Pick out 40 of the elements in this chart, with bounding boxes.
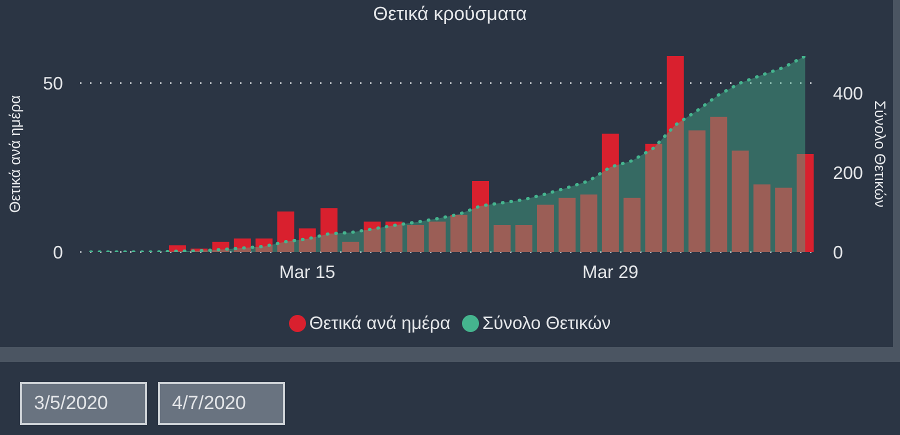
legend-label: Σύνολο Θετικών bbox=[482, 312, 611, 334]
y-axis-title: Θετικά ανά ημέρα bbox=[6, 94, 24, 213]
bar bbox=[256, 238, 273, 252]
bar bbox=[234, 238, 251, 252]
chart-title: Θετικά κρούσματα bbox=[373, 4, 527, 25]
bar bbox=[407, 224, 424, 252]
bar bbox=[450, 214, 468, 252]
bar bbox=[688, 130, 706, 252]
bar bbox=[298, 228, 316, 252]
x-tick-label: Mar 29 bbox=[582, 262, 638, 282]
bar bbox=[494, 224, 511, 252]
bar bbox=[753, 184, 770, 252]
bar bbox=[666, 56, 684, 252]
y2-tick-label: 200 bbox=[833, 163, 864, 184]
bar bbox=[385, 222, 402, 252]
y2-tick-label: 400 bbox=[833, 84, 864, 104]
bar bbox=[645, 144, 662, 252]
bar bbox=[515, 224, 532, 252]
x-tick-label: Mar 15 bbox=[279, 262, 336, 282]
legend-label: Θετικά ανά ημέρα bbox=[309, 312, 450, 334]
date-field: 3/5/2020 bbox=[20, 382, 147, 425]
bar bbox=[580, 194, 598, 252]
bar bbox=[796, 154, 814, 252]
y-tick-label: 50 bbox=[42, 73, 63, 94]
bar bbox=[536, 204, 554, 252]
bar bbox=[364, 222, 381, 252]
y2-axis-title: Σύνολο Θετικών bbox=[872, 100, 888, 208]
bar bbox=[710, 116, 728, 252]
bar bbox=[602, 134, 619, 252]
bar bbox=[428, 222, 446, 252]
bar bbox=[277, 211, 294, 252]
y2-tick-label: 0 bbox=[833, 242, 844, 262]
bar bbox=[472, 181, 490, 252]
bar bbox=[320, 208, 338, 252]
date-field: 4/7/2020 bbox=[158, 382, 285, 425]
bar bbox=[558, 198, 576, 252]
bar bbox=[732, 150, 749, 252]
bar bbox=[775, 188, 792, 252]
bar bbox=[342, 242, 360, 252]
bar bbox=[624, 198, 641, 252]
